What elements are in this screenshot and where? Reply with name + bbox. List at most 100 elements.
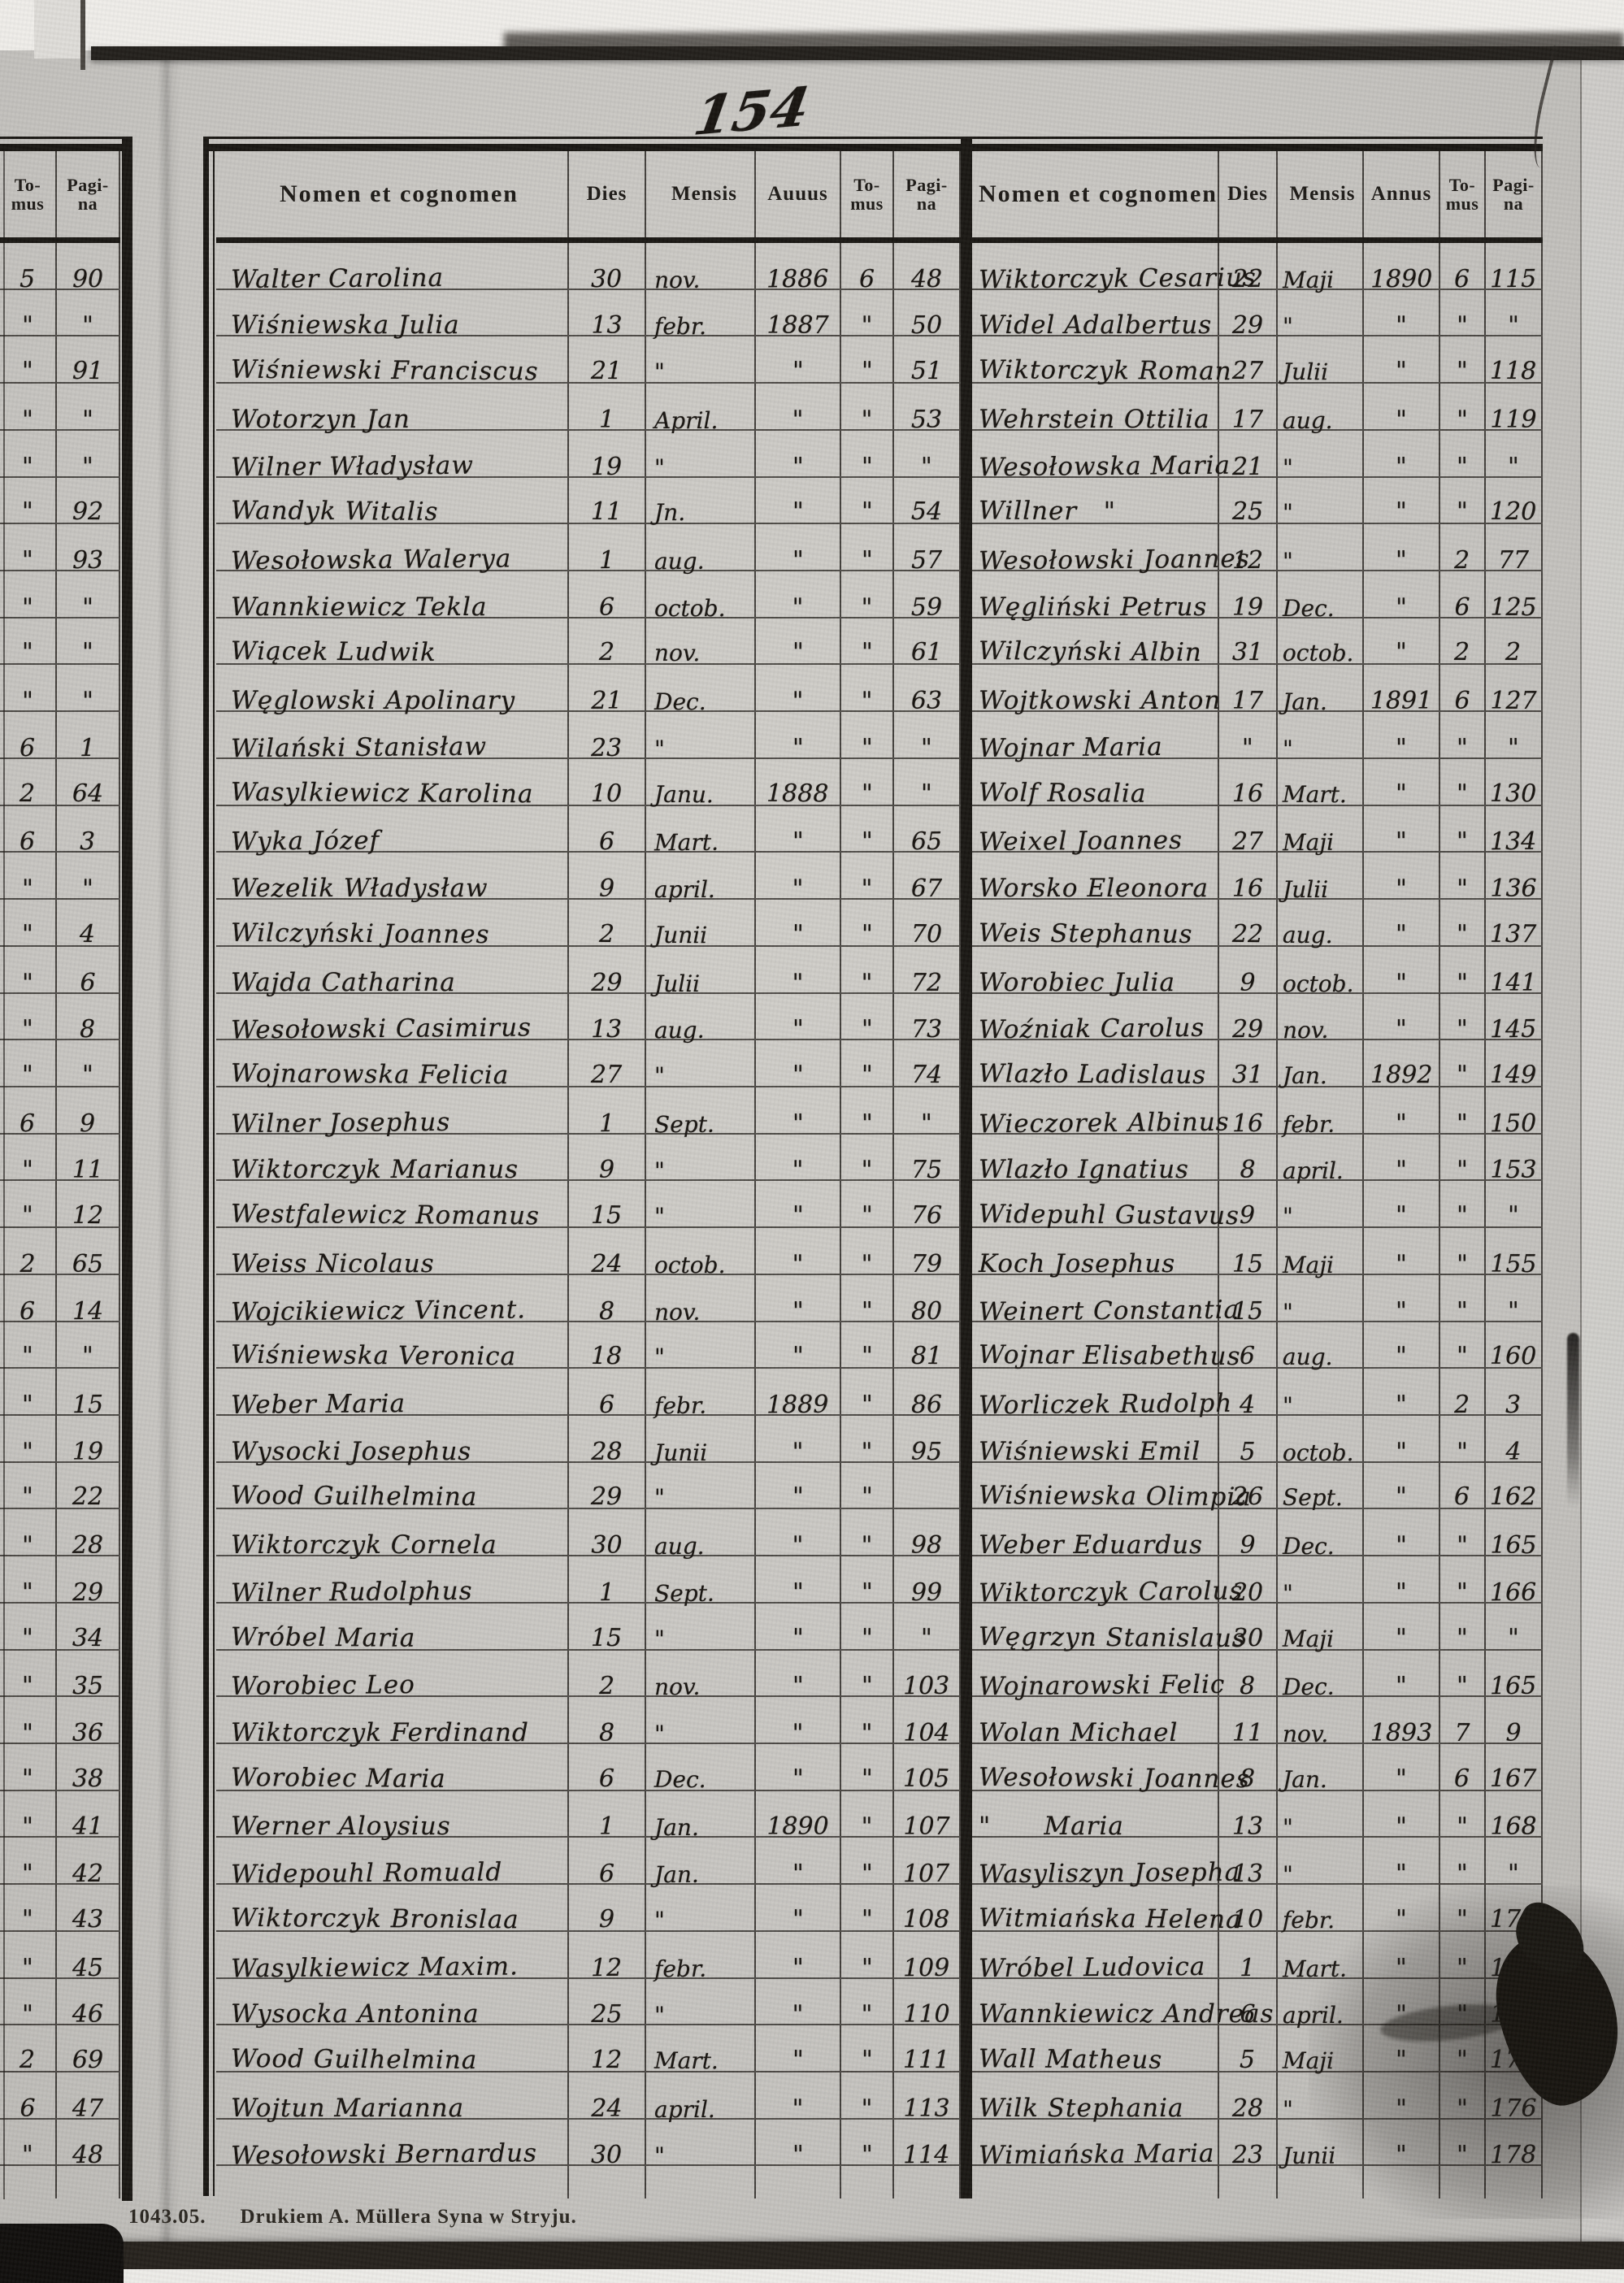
cell-tomus: " <box>0 853 57 903</box>
handwritten-pagina: 114 <box>903 2141 950 2170</box>
cell-pagina: 136 <box>1486 853 1543 903</box>
cell-annus: " <box>1364 758 1440 808</box>
cell-tomus: 5 <box>0 243 57 293</box>
handwritten-pagina: 14 <box>72 1296 104 1326</box>
cell-tomus: " <box>841 336 894 385</box>
handwritten-tomus: " <box>1456 1296 1469 1326</box>
cell-mensis: " <box>646 1134 756 1184</box>
handwritten-dies: 21 <box>591 357 623 386</box>
cell-mensis: aug. <box>1278 384 1364 434</box>
cell-empty <box>972 2166 1219 2199</box>
cell-pagina: 98 <box>894 1509 961 1560</box>
handwritten-name: Wiktorczyk Cornela <box>231 1530 497 1560</box>
table-row: " " <box>0 665 120 715</box>
handwritten-mensis: Jan. <box>1282 1061 1327 1090</box>
handwritten-name: Wajda Catharina <box>231 967 456 997</box>
cell-annus: " <box>1364 1274 1440 1326</box>
table-row: Weis Stephanus 22 aug. " " 137 <box>972 900 1543 949</box>
handwritten-dies: 17 <box>1231 687 1264 716</box>
cell-tomus: " <box>841 1134 894 1184</box>
cell-empty <box>756 2166 841 2199</box>
handwritten-tomus: " <box>21 1860 34 1889</box>
handwritten-name: Worobiec Maria <box>230 1762 446 1794</box>
handwritten-mensis: nov. <box>654 640 701 667</box>
cell-annus: " <box>756 712 841 762</box>
handwritten-name: Wilański Stanisław <box>230 731 488 764</box>
handwritten-name: Wilner Rudolphus <box>230 1576 473 1608</box>
cell-dies: 6 <box>569 1369 646 1419</box>
cell-tomus: " <box>841 524 894 575</box>
cell-dies: 1 <box>569 1556 646 1607</box>
handwritten-annus: " <box>792 1904 804 1934</box>
cell-dies: 20 <box>1219 1556 1278 1607</box>
handwritten-dies: 30 <box>591 1531 623 1560</box>
table-row: " 46 <box>0 1978 120 2029</box>
cell-annus: " <box>756 1040 841 1089</box>
cell-tomus: " <box>1440 1603 1486 1652</box>
cell-name: Wilner Josephus <box>216 1087 569 1139</box>
cell-dies: 13 <box>569 289 646 340</box>
handwritten-pagina: 19 <box>72 1437 104 1466</box>
handwritten-dies: 29 <box>591 968 623 997</box>
handwritten-annus: " <box>792 1342 804 1371</box>
cell-tomus: " <box>841 430 894 481</box>
table-row: Węgrzyn Stanislaus 30 Maji " " " <box>972 1603 1543 1653</box>
handwritten-mensis: nov. <box>1283 1721 1329 1747</box>
cell-dies: 6 <box>1219 1978 1278 2029</box>
cell-pagina: " <box>894 1087 961 1138</box>
cell-tomus: " <box>841 758 894 808</box>
handwritten-dies: 10 <box>591 779 623 808</box>
cell-name: Wojtun Marianna <box>216 2072 569 2123</box>
handwritten-dies: 15 <box>1231 1296 1264 1326</box>
handwritten-tomus: " <box>22 592 33 622</box>
handwritten-name: " Maria <box>979 1812 1124 1842</box>
handwritten-tomus: 2 <box>1454 1390 1470 1420</box>
handwritten-dies: 29 <box>1231 311 1264 341</box>
handwritten-pagina: 65 <box>72 1249 104 1278</box>
handwritten-tomus: " <box>861 1953 873 1982</box>
table-row: Wieczorek Albinus 16 febr. " " 150 <box>972 1087 1543 1139</box>
handwritten-tomus: " <box>21 497 34 527</box>
cell-mensis: octob. <box>1278 1415 1364 1466</box>
cell-tomus: " <box>0 1790 57 1841</box>
handwritten-tomus: " <box>1456 733 1469 762</box>
cell-dies: 30 <box>1219 1603 1278 1652</box>
cell-pagina: 108 <box>894 1885 961 1934</box>
table-row: Węgliński Petrus 19 Dec. " 6 125 <box>972 571 1543 622</box>
cell-pagina: " <box>57 1040 120 1089</box>
cell-name: Węgrzyn Stanislaus <box>972 1603 1246 1653</box>
handwritten-pagina: " <box>920 1623 933 1652</box>
handwritten-mensis: Sept. <box>1282 1484 1343 1512</box>
handwritten-mensis: " <box>654 1061 666 1089</box>
handwritten-annus: 1892 <box>1370 1060 1433 1090</box>
handwritten-tomus: " <box>22 311 33 341</box>
cell-tomus: " <box>841 1978 894 2029</box>
handwritten-annus: 1890 <box>766 1812 829 1842</box>
column-header-mensis: Mensis <box>1278 151 1364 237</box>
handwritten-pagina: 50 <box>910 311 943 341</box>
handwritten-dies: 9 <box>1240 968 1256 997</box>
cell-pagina: 9 <box>1486 1697 1543 1747</box>
page-right-edge <box>1580 60 1582 2245</box>
cell-annus: " <box>1364 853 1440 903</box>
handwritten-mensis: " <box>1282 1861 1294 1889</box>
handwritten-dies: 9 <box>1240 1531 1256 1560</box>
table-row: Wiktorczyk Roman 27 Julii " " 118 <box>972 336 1543 386</box>
handwritten-dies: 30 <box>591 2141 623 2170</box>
handwritten-mensis: Junii <box>654 921 708 949</box>
cell-pagina: 92 <box>57 477 120 526</box>
handwritten-dies: 21 <box>1231 452 1264 481</box>
handwritten-annus: " <box>1395 919 1408 948</box>
cell-tomus: " <box>841 1650 894 1700</box>
cell-pagina: 107 <box>894 1838 961 1888</box>
handwritten-mensis: octob. <box>1282 640 1354 667</box>
table-row: 6 14 <box>0 1274 120 1326</box>
cell-annus: " <box>1364 1462 1440 1511</box>
cell-dies: 6 <box>569 571 646 622</box>
cell-name: Wolan Michael <box>972 1697 1219 1747</box>
handwritten-tomus: " <box>861 638 873 667</box>
cell-pagina: " <box>57 665 120 715</box>
cell-tomus: " <box>0 1509 57 1560</box>
handwritten-tomus: " <box>22 405 33 434</box>
cell-mensis: Maji <box>1278 805 1364 857</box>
